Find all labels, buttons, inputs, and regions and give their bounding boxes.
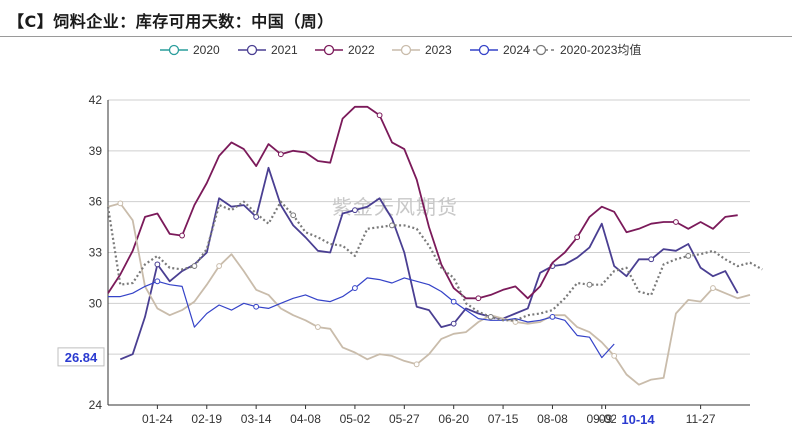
legend-swatch-marker xyxy=(400,44,412,56)
series-line-2024 xyxy=(108,277,615,359)
title-divider xyxy=(0,36,792,37)
y-tick-label: 39 xyxy=(89,144,103,158)
series-marker xyxy=(277,151,284,158)
series-lines xyxy=(106,105,763,386)
legend-swatch-marker xyxy=(478,44,490,56)
series-line-2021 xyxy=(119,166,739,361)
series-line-2023 xyxy=(107,202,751,386)
x-tick-label: 02-19 xyxy=(191,412,222,426)
legend-label: 2024 xyxy=(503,43,530,57)
series-marker xyxy=(475,295,482,302)
y-tick-label: 42 xyxy=(89,93,103,107)
legend-swatch-marker xyxy=(246,44,258,56)
series-marker xyxy=(648,256,655,263)
series-marker xyxy=(574,234,581,241)
series-marker xyxy=(710,285,716,291)
legend-label: 2020 xyxy=(193,43,220,57)
watermark: 紫金天风期货 xyxy=(332,195,458,219)
legend-label: 2022 xyxy=(348,43,375,57)
series-marker xyxy=(376,112,383,119)
series-marker xyxy=(586,281,593,288)
x-tick-label: 05-02 xyxy=(340,412,371,426)
chart-title: 【C】饲料企业：库存可用天数：中国（周） xyxy=(8,12,334,31)
x-tick-label: 06-20 xyxy=(438,412,469,426)
grid-lines xyxy=(108,99,750,406)
series-marker xyxy=(191,263,198,269)
series-marker xyxy=(352,285,358,291)
x-callout-box xyxy=(616,409,660,428)
series-line-avg xyxy=(106,200,763,322)
x-tick-label: 04-08 xyxy=(290,412,321,426)
series-marker xyxy=(685,252,692,259)
series-marker xyxy=(290,212,297,219)
series-marker xyxy=(253,303,260,310)
legend-swatch-marker xyxy=(323,44,335,56)
y-callout-value: 26.84 xyxy=(65,350,98,365)
series-marker xyxy=(611,352,618,359)
x-tick-label: 07-15 xyxy=(488,412,519,426)
series-marker xyxy=(673,219,679,225)
series-marker xyxy=(253,214,260,220)
series-marker xyxy=(117,200,124,207)
legend: 2020 2021 2022 2023 2024 2020-2023均值 xyxy=(160,42,641,57)
x-tick-label: 03-14 xyxy=(241,412,272,426)
x-tick-label: 11-27 xyxy=(686,412,716,426)
series-marker xyxy=(352,207,358,214)
legend-swatch-marker xyxy=(535,44,547,56)
callouts: 26.84 10-14 xyxy=(57,347,660,428)
legend-label: 2021 xyxy=(271,43,298,57)
series-line-2022 xyxy=(107,105,738,300)
series-marker xyxy=(216,263,223,269)
series-marker xyxy=(179,232,185,239)
y-tick-label: 33 xyxy=(89,246,103,260)
series-marker xyxy=(154,261,161,268)
legend-swatch-marker xyxy=(168,44,180,56)
x-tick-label: 01-24 xyxy=(142,412,173,426)
x-callout-label: 10-14 xyxy=(621,412,655,427)
legend-label: 2023 xyxy=(425,43,452,57)
legend-label: 2020-2023均值 xyxy=(560,42,641,57)
series-marker xyxy=(450,298,457,305)
series-marker xyxy=(549,313,556,320)
series-marker xyxy=(487,313,494,320)
x-tick-label: 05-27 xyxy=(389,412,420,426)
y-tick-label: 30 xyxy=(89,296,103,310)
series-marker xyxy=(450,320,457,327)
x-tick-label: 09 xyxy=(599,412,613,426)
x-tick-label: 09-02 xyxy=(586,412,617,426)
series-marker xyxy=(413,361,420,368)
y-callout-box xyxy=(57,347,105,367)
series-marker xyxy=(314,324,321,330)
y-tick-label: 24 xyxy=(89,398,103,412)
y-tick-label: 36 xyxy=(89,195,103,209)
series-marker xyxy=(154,278,161,285)
x-tick-label: 08-08 xyxy=(537,412,568,426)
series-marker xyxy=(389,222,395,229)
